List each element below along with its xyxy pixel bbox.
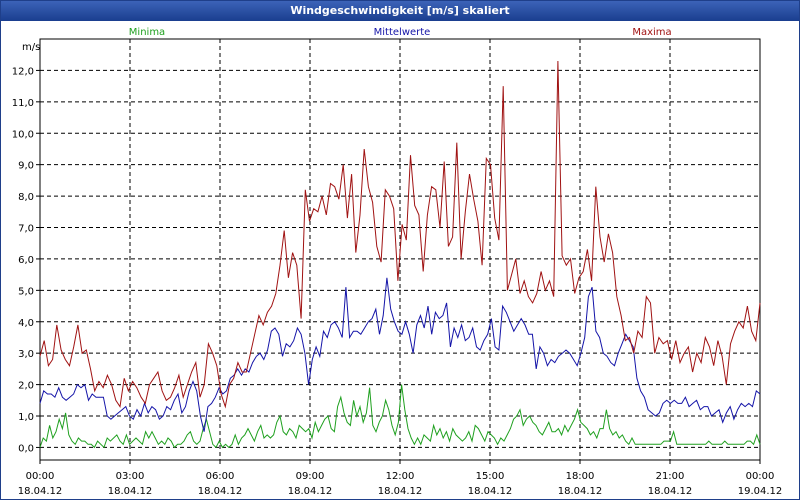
x-tick-time: 00:00 — [746, 471, 775, 482]
x-tick-date: 18.04.12 — [378, 486, 423, 497]
legend-minima: Minima — [129, 27, 165, 38]
x-axis-labels: 00:00 18.04.12 03:00 18.04.12 06:00 18.04.12 0… — [18, 471, 783, 497]
x-tick-time: 12:00 — [386, 471, 415, 482]
x-tick-date: 19.04.12 — [738, 486, 783, 497]
series-line-maxima — [39, 60, 761, 409]
y-tick-label: 10,0 — [12, 129, 34, 140]
x-tick-time: 06:00 — [206, 471, 235, 482]
y-tick-label: 0,0 — [18, 443, 34, 454]
x-tick-time: 03:00 — [116, 471, 145, 482]
y-tick-label: 9,0 — [18, 161, 34, 172]
x-tick-date: 18.04.12 — [288, 486, 333, 497]
series-line-mittelwerte — [39, 277, 761, 432]
x-tick-time: 15:00 — [476, 471, 505, 482]
grid-lines — [36, 39, 761, 464]
y-tick-label: 8,0 — [18, 192, 34, 203]
series-lines — [39, 60, 761, 449]
legend-maxima: Maxima — [632, 27, 671, 38]
y-axis-unit: m/s — [22, 42, 40, 53]
x-tick-date: 18.04.12 — [468, 486, 513, 497]
x-tick-date: 18.04.12 — [558, 486, 603, 497]
y-tick-label: 12,0 — [12, 66, 34, 77]
y-tick-label: 2,0 — [18, 381, 34, 392]
x-tick-time: 00:00 — [26, 471, 55, 482]
y-tick-label: 6,0 — [18, 255, 34, 266]
y-axis-labels: 0,0 1,0 2,0 3,0 4,0 5,0 6,0 7,0 8,0 9,0 10,0 11,0 12… — [12, 66, 34, 454]
y-tick-label: 3,0 — [18, 349, 34, 360]
y-tick-label: 1,0 — [18, 412, 34, 423]
y-tick-label: 7,0 — [18, 224, 34, 235]
y-tick-label: 11,0 — [12, 98, 34, 109]
series-line-minima — [39, 384, 761, 449]
x-tick-date: 18.04.12 — [18, 486, 63, 497]
legend-mittelwerte: Mittelwerte — [374, 27, 431, 38]
x-tick-time: 09:00 — [296, 471, 325, 482]
x-tick-date: 18.04.12 — [648, 486, 693, 497]
chart-title: Windgeschwindigkeit [m/s] skaliert — [1, 1, 799, 21]
y-tick-label: 4,0 — [18, 318, 34, 329]
x-tick-date: 18.04.12 — [198, 486, 243, 497]
x-tick-time: 21:00 — [656, 471, 685, 482]
y-tick-label: 5,0 — [18, 286, 34, 297]
x-tick-date: 18.04.12 — [108, 486, 153, 497]
x-tick-time: 18:00 — [566, 471, 595, 482]
